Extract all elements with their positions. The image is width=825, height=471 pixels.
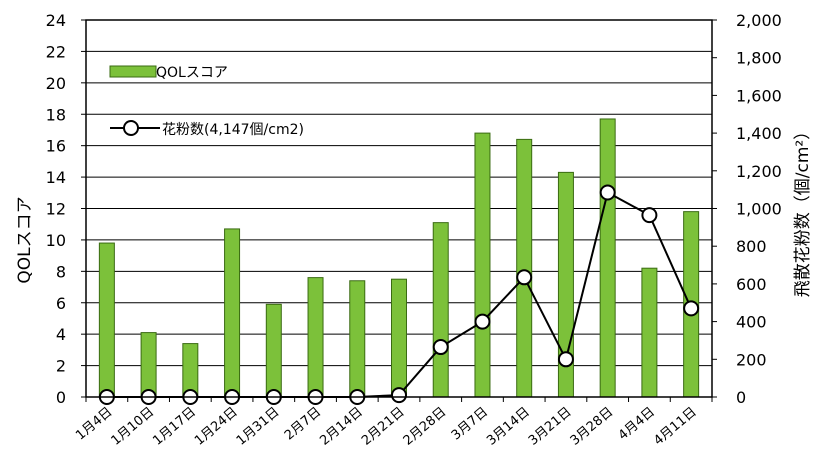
left-tick-label: 8 bbox=[56, 262, 66, 281]
pollen-point bbox=[683, 300, 700, 317]
right-axis-title: 飛散花粉数（個/cm²） bbox=[793, 123, 813, 297]
left-tick-label: 2 bbox=[56, 357, 66, 376]
category-label: 2月21日 bbox=[359, 405, 408, 449]
left-tick-label: 18 bbox=[46, 105, 66, 124]
right-tick-label: 0 bbox=[736, 388, 746, 407]
category-label: 1月31日 bbox=[234, 405, 283, 449]
left-tick-label: 14 bbox=[46, 168, 66, 187]
left-tick-label: 4 bbox=[56, 325, 66, 344]
category-label: 1月17日 bbox=[150, 405, 199, 449]
qol-bar bbox=[140, 332, 157, 398]
qol-bar bbox=[224, 228, 241, 398]
right-tick-label: 400 bbox=[736, 313, 767, 332]
left-axis-title: QOLスコア bbox=[15, 196, 35, 283]
qol-bar bbox=[349, 280, 366, 398]
category-label: 2月28日 bbox=[401, 405, 450, 449]
left-tick-label: 24 bbox=[46, 11, 66, 30]
qol-bar bbox=[98, 242, 115, 398]
right-tick-label: 1,800 bbox=[736, 49, 782, 68]
right-tick-label: 600 bbox=[736, 275, 767, 294]
category-label: 3月14日 bbox=[484, 405, 533, 449]
pollen-point bbox=[391, 387, 407, 404]
pollen-point bbox=[599, 184, 616, 201]
left-tick-label: 0 bbox=[56, 388, 66, 407]
qol-bar bbox=[307, 277, 324, 398]
left-tick-label: 16 bbox=[46, 137, 66, 156]
right-axis-ticks: 0 200 400 600 800 1,000 1,200 1,400 1,600 1,800 2,… bbox=[712, 11, 782, 407]
qol-bar bbox=[641, 267, 658, 398]
qol-bar bbox=[432, 222, 449, 398]
right-tick-label: 2,000 bbox=[736, 11, 782, 30]
right-tick-label: 200 bbox=[736, 350, 767, 369]
left-tick-label: 10 bbox=[46, 231, 66, 250]
right-tick-label: 1,200 bbox=[736, 162, 782, 181]
pollen-point bbox=[516, 269, 533, 286]
right-tick-label: 1,400 bbox=[736, 124, 782, 143]
legend-bar-swatch bbox=[109, 65, 157, 78]
legend-line-marker bbox=[123, 120, 139, 136]
qol-bar bbox=[391, 278, 407, 398]
legend-bar-label: QOLスコア bbox=[156, 65, 228, 81]
right-tick-label: 1,600 bbox=[736, 86, 782, 105]
left-tick-label: 12 bbox=[46, 200, 66, 219]
right-tick-label: 800 bbox=[736, 237, 767, 256]
qol-bar bbox=[474, 132, 491, 398]
category-label: 4月11日 bbox=[651, 405, 700, 449]
left-tick-label: 22 bbox=[46, 42, 66, 61]
qol-bar bbox=[516, 138, 533, 398]
category-label: 3月28日 bbox=[568, 405, 617, 449]
left-tick-label: 6 bbox=[56, 294, 66, 313]
pollen-point bbox=[432, 339, 449, 356]
category-label: 1月10日 bbox=[109, 405, 158, 449]
qol-bar bbox=[599, 118, 616, 398]
pollen-line bbox=[98, 184, 700, 405]
left-tick-label: 20 bbox=[46, 74, 66, 93]
qol-bar bbox=[182, 343, 199, 398]
category-label: 1月24日 bbox=[192, 405, 241, 449]
qol-bar bbox=[265, 303, 282, 398]
pollen-point bbox=[557, 351, 574, 368]
category-label: 2月14日 bbox=[317, 405, 366, 449]
legend: QOLスコア 花粉数(4,147個/cm2) bbox=[109, 65, 304, 138]
pollen-point bbox=[474, 313, 491, 330]
legend-line-label: 花粉数(4,147個/cm2) bbox=[162, 122, 304, 138]
qol-bars bbox=[98, 118, 700, 398]
category-label: 3月21日 bbox=[526, 405, 575, 449]
pollen-point bbox=[641, 207, 658, 224]
right-tick-label: 1,000 bbox=[736, 200, 782, 219]
